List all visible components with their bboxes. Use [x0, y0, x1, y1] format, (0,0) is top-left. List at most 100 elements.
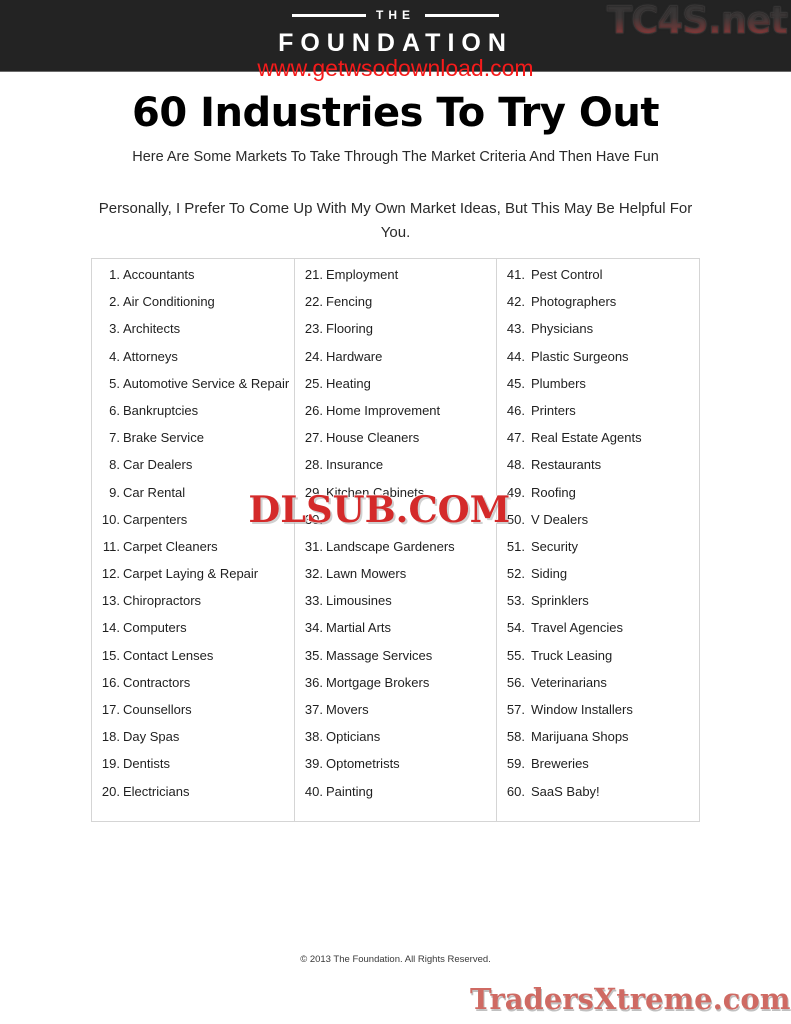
list-item: 25. Heating: [295, 377, 496, 404]
list-item-label: Accountants: [123, 267, 195, 282]
watermark-tradersxtreme: TradersXtreme.com: [469, 982, 791, 1016]
industries-table: 1. Accountants 2. Air Conditioning 3. Archi…: [91, 258, 700, 822]
list-item: 6. Bankruptcies: [92, 404, 294, 431]
list-item-label: Marijuana Shops: [531, 729, 629, 745]
list-item-number: 17.: [101, 702, 120, 717]
list-item-label: Counsellors: [123, 702, 192, 717]
list-item: 40. Painting: [295, 785, 496, 812]
list-item-number: 45.: [506, 375, 525, 391]
list-item: 43. Physicians: [497, 322, 699, 349]
list-item: 17. Counsellors: [92, 703, 294, 730]
list-item-label: Plumbers: [531, 375, 586, 391]
list-item: 29. Kitchen Cabinets: [295, 486, 496, 513]
list-item-label: Carpenters: [123, 511, 188, 527]
list-item-number: 59.: [506, 756, 525, 772]
list-item: 45. Plumbers: [497, 377, 699, 404]
list-item-number: 41.: [506, 267, 525, 282]
list-item-label: Home Improvement: [326, 402, 441, 418]
list-item-number: 52.: [506, 566, 525, 582]
list-item-number: 11.: [102, 538, 120, 554]
list-item-number: 28.: [304, 457, 323, 473]
list-item-label: Optometrists: [326, 756, 400, 772]
list-item-number: 16.: [101, 674, 120, 690]
list-item-label: Photographers: [531, 294, 617, 310]
list-item: 8. Car Dealers: [92, 458, 294, 485]
subtitle-secondary: Personally, I Prefer To Come Up With My …: [98, 199, 693, 241]
list-item: 7. Brake Service: [92, 431, 294, 458]
list-item-number: 8.: [109, 457, 120, 473]
list-item-label: Opticians: [326, 729, 381, 745]
list-item-number: 40.: [304, 783, 323, 799]
list-item-number: 24.: [304, 348, 323, 364]
list-item-number: 47.: [506, 430, 525, 446]
list-item: 30.: [295, 513, 496, 540]
list-item-label: Plastic Surgeons: [531, 348, 629, 364]
list-item-label: Computers: [123, 620, 187, 636]
list-item-label: Carpet Cleaners: [123, 538, 218, 554]
list-item-number: 48.: [506, 457, 525, 473]
list-item: 31. Landscape Gardeners: [295, 540, 496, 567]
watermark-tc4s: TC4S.net: [607, 0, 789, 42]
list-item-label: Security: [531, 538, 578, 554]
list-item-label: Restaurants: [531, 457, 602, 473]
list-item-label: Bankruptcies: [123, 402, 199, 418]
watermark-dlsub: DLSUB.COM: [248, 489, 511, 531]
list-item: 22. Fencing: [295, 295, 496, 322]
list-item: 57. Window Installers: [497, 703, 699, 730]
list-item: 12. Carpet Laying & Repair: [92, 567, 294, 594]
list-item-label: Air Conditioning: [123, 294, 215, 310]
list-item-number: 13.: [101, 593, 120, 609]
list-item: 38. Opticians: [295, 730, 496, 757]
list-item: 19. Dentists: [92, 757, 294, 784]
list-item: 60. SaaS Baby!: [497, 785, 699, 812]
list-item: 27. House Cleaners: [295, 431, 496, 458]
list-item: 59. Breweries: [497, 757, 699, 784]
list-item: 4. Attorneys: [92, 350, 294, 377]
list-item-number: 20.: [101, 783, 120, 799]
list-item-number: 29.: [304, 484, 323, 500]
list-item-label: Travel Agencies: [531, 620, 624, 636]
brand-the-label: THE: [376, 8, 415, 22]
list-item: 20. Electricians: [92, 785, 294, 812]
list-item-number: 49.: [506, 484, 525, 500]
list-item-label: Martial Arts: [326, 620, 392, 636]
list-item-number: 31.: [304, 538, 323, 554]
list-item: 33. Limousines: [295, 594, 496, 621]
list-item-label: Window Installers: [531, 702, 633, 717]
list-item-number: 33.: [304, 593, 323, 609]
brand-the-row: THE: [0, 9, 791, 21]
list-item-label: Fencing: [326, 294, 373, 310]
list-item-number: 44.: [506, 348, 525, 364]
list-item-number: 51.: [506, 538, 525, 554]
list-item-label: Carpet Laying & Repair: [123, 566, 259, 582]
list-item: 32. Lawn Mowers: [295, 567, 496, 594]
list-item-number: 14.: [101, 620, 120, 636]
list-item-number: 27.: [304, 430, 323, 446]
brand-rule-left-icon: [292, 13, 366, 17]
list-item-number: 46.: [506, 402, 525, 418]
list-item-label: Car Rental: [123, 484, 186, 500]
list-item: 56. Veterinarians: [497, 676, 699, 703]
list-item: 53. Sprinklers: [497, 594, 699, 621]
site-header-band: THE FOUNDATION: [0, 0, 791, 72]
list-item-number: 42.: [506, 294, 525, 310]
list-item-number: 2.: [109, 294, 120, 310]
list-item-label: Breweries: [531, 756, 589, 772]
list-item-number: 23.: [304, 321, 323, 337]
title-block: 60 Industries To Try Out Here Are Some M…: [0, 92, 791, 245]
list-item-label: Architects: [123, 321, 181, 337]
list-item-label: Day Spas: [123, 729, 180, 745]
list-item-label: Truck Leasing: [531, 647, 613, 663]
list-item: 14. Computers: [92, 621, 294, 648]
industries-column-3: 41. Pest Control 42. Photographers 43. Phys…: [497, 259, 699, 821]
list-item-number: 12.: [101, 566, 120, 582]
list-item-label: Contact Lenses: [123, 647, 214, 663]
list-item: 15. Contact Lenses: [92, 649, 294, 676]
list-item-number: 9.: [109, 484, 120, 500]
list-item: 41. Pest Control: [497, 268, 699, 295]
list-item-label: Automotive Service & Repair: [123, 375, 290, 391]
list-item: 39. Optometrists: [295, 757, 496, 784]
list-item-label: Heating: [326, 375, 371, 391]
list-item-number: 1.: [109, 267, 120, 282]
list-item-label: Landscape Gardeners: [326, 538, 455, 554]
